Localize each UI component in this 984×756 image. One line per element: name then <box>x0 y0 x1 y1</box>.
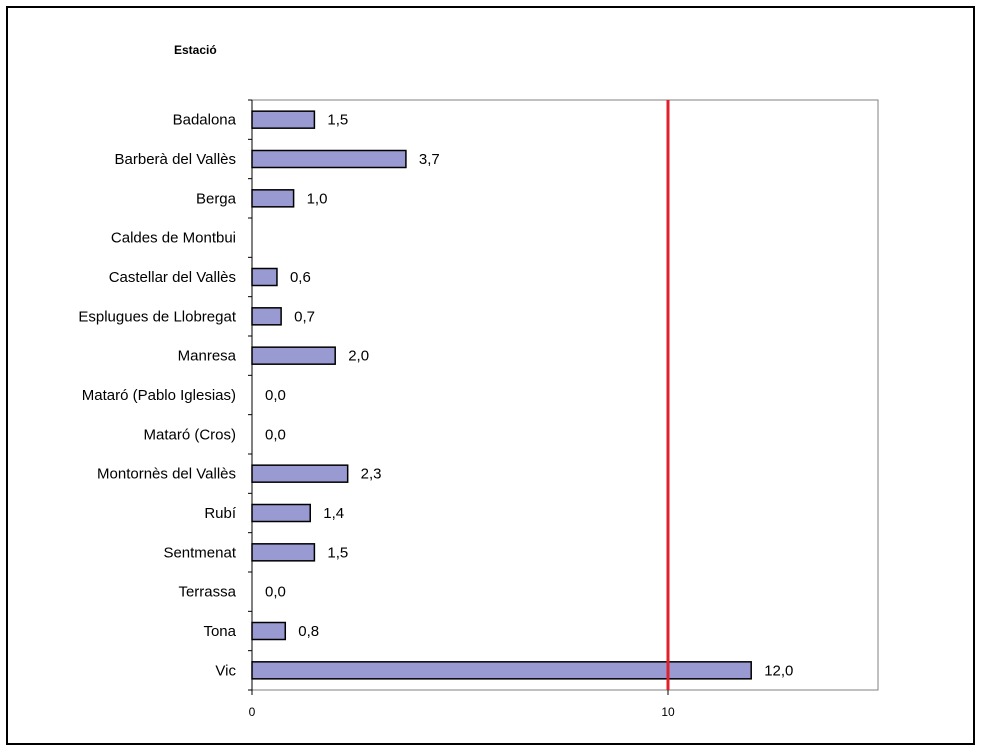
category-label: Esplugues de Llobregat <box>78 308 236 325</box>
value-label: 0,8 <box>298 623 319 640</box>
bar <box>251 149 407 169</box>
x-tick-label: 10 <box>661 705 675 719</box>
value-label: 0,0 <box>265 387 286 404</box>
category-label: Barberà del Vallès <box>115 151 236 168</box>
bar <box>251 464 349 483</box>
value-label: 0,7 <box>294 308 315 325</box>
value-label: 2,3 <box>361 466 382 483</box>
category-label: Montornès del Vallès <box>97 466 236 483</box>
plot-area <box>251 99 879 691</box>
category-label: Badalona <box>173 112 237 129</box>
value-label: 0,6 <box>290 269 311 286</box>
value-label: 1,5 <box>327 544 348 561</box>
bar <box>251 189 295 208</box>
category-label: Vic <box>215 662 236 679</box>
bar <box>251 543 316 562</box>
value-label: 1,4 <box>323 505 344 522</box>
y-axis-title: Estació <box>174 43 217 57</box>
category-label: Terrassa <box>178 584 236 601</box>
bar <box>251 346 336 365</box>
bar <box>251 267 278 287</box>
category-label: Berga <box>196 190 237 207</box>
category-label: Tona <box>203 623 236 640</box>
value-label: 0,0 <box>265 426 286 443</box>
bar <box>251 621 287 641</box>
bar <box>251 503 311 523</box>
value-label: 1,0 <box>307 190 328 207</box>
ticks-layer: 0 10 <box>248 99 675 719</box>
bar <box>251 661 752 680</box>
value-label: 2,0 <box>348 348 369 365</box>
value-label: 12,0 <box>764 662 793 679</box>
category-label: Mataró (Cros) <box>143 426 236 443</box>
value-label: 1,5 <box>327 112 348 129</box>
value-label: 0,0 <box>265 584 286 601</box>
category-label: Mataró (Pablo Iglesias) <box>82 387 236 404</box>
category-label: Sentmenat <box>163 544 236 561</box>
category-label: Castellar del Vallès <box>109 269 236 286</box>
category-label: Manresa <box>178 348 237 365</box>
value-label: 3,7 <box>419 151 440 168</box>
category-label: Rubí <box>204 505 237 522</box>
category-label: Caldes de Montbui <box>111 230 236 247</box>
bar <box>251 110 316 129</box>
x-tick-label: 0 <box>249 705 256 719</box>
bar <box>251 307 282 326</box>
bars-layer: Badalona 1,5 Barberà del Vallès 3,7 Berga 1,0… <box>78 110 793 680</box>
